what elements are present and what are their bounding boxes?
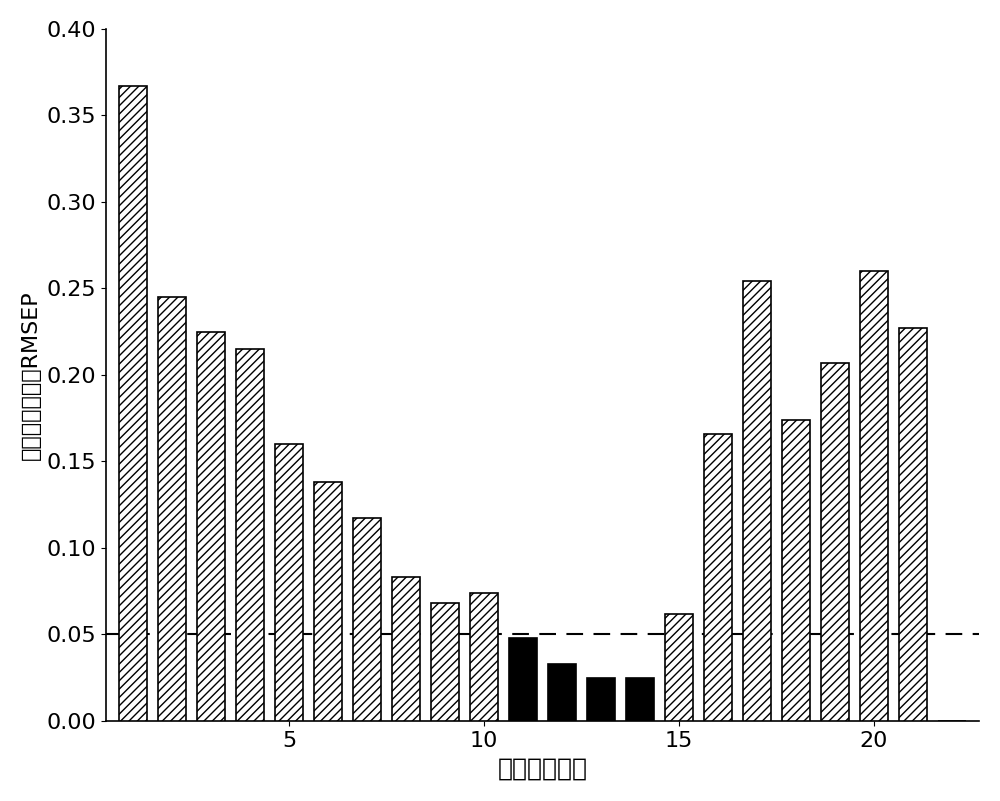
Y-axis label: 预测均方根误巪RMSEP: 预测均方根误巪RMSEP (21, 290, 41, 460)
Bar (236, 349, 264, 721)
Bar (587, 678, 615, 721)
Bar (314, 482, 342, 721)
Bar (353, 518, 381, 721)
Bar (899, 328, 927, 721)
Bar (665, 614, 693, 721)
Bar (431, 603, 459, 721)
Bar (119, 86, 147, 721)
Bar (392, 578, 420, 721)
Bar (158, 297, 186, 721)
Bar (197, 332, 225, 721)
Bar (626, 678, 654, 721)
Bar (470, 593, 498, 721)
Bar (860, 271, 888, 721)
Bar (782, 420, 810, 721)
X-axis label: 子区间序列号: 子区间序列号 (498, 756, 588, 780)
Bar (275, 444, 303, 721)
Bar (509, 638, 537, 721)
Bar (704, 433, 732, 721)
Bar (743, 281, 771, 721)
Bar (821, 363, 849, 721)
Bar (548, 664, 576, 721)
